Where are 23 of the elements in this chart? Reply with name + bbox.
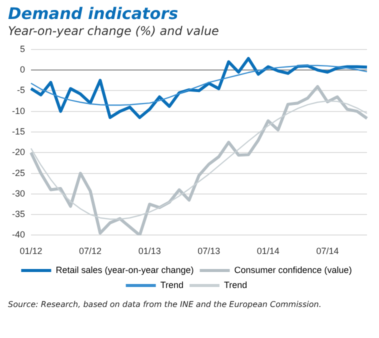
y-tick-label: -5	[16, 85, 26, 96]
y-tick-label: 5	[20, 44, 26, 54]
y-tick-label: -20	[12, 147, 26, 158]
x-tick-label: 01/13	[138, 246, 161, 256]
y-tick-label: -40	[12, 230, 26, 240]
y-tick-label: -35	[12, 209, 26, 220]
y-tick-label: -15	[12, 126, 26, 136]
x-tick-label: 07/12	[79, 246, 102, 256]
y-tick-label: -25	[12, 168, 26, 178]
legend-label: Trend	[224, 280, 248, 290]
source-note: Source: Research, based on data from the INE and the European Commission.	[8, 300, 322, 309]
x-tick-label: 01/14	[256, 246, 280, 256]
legend-label: Consumer confidence (value)	[234, 264, 352, 275]
y-tick-label: 0	[20, 64, 26, 75]
legend-label: Trend	[160, 280, 184, 290]
y-tick-label: -10	[12, 106, 26, 116]
legend-label: Retail sales (year-on-year change)	[56, 264, 194, 275]
x-tick-label: 07/13	[198, 246, 220, 256]
chart-subtitle: Year-on-year change (%) and value	[8, 24, 220, 38]
x-tick-label: 01/12	[20, 246, 42, 256]
chart-title: Demand indicators	[8, 4, 180, 23]
x-tick-label: 07/14	[316, 246, 339, 256]
y-tick-label: -30	[12, 188, 26, 198]
